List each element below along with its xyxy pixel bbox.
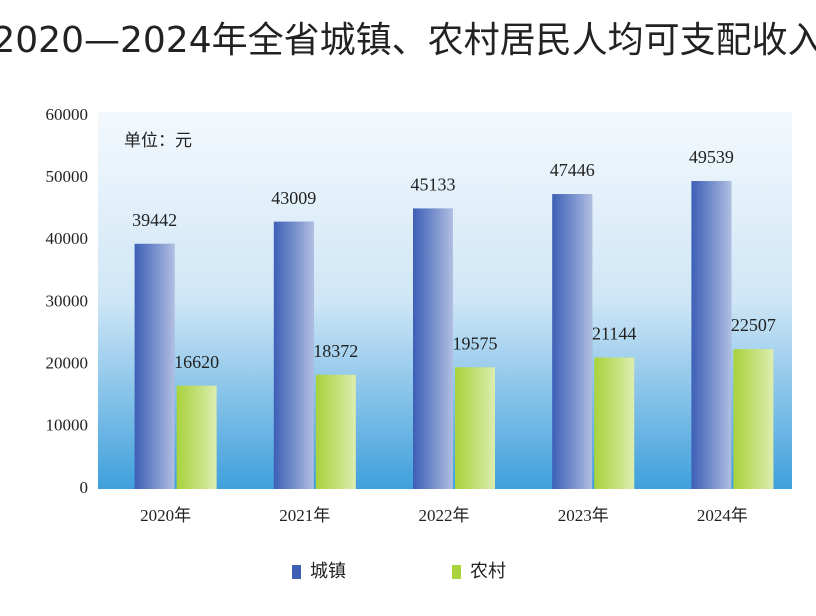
data-label: 43009 (271, 188, 316, 208)
legend-swatch (292, 565, 301, 579)
y-tick-label: 30000 (46, 291, 89, 310)
y-tick-label: 0 (80, 478, 89, 497)
y-tick-label: 50000 (46, 167, 89, 186)
bar-shine (176, 385, 217, 489)
x-tick-label: 2022年 (419, 506, 470, 525)
data-label: 19575 (453, 333, 498, 353)
data-label: 22507 (731, 315, 776, 335)
unit-annotation: 单位：元 (124, 131, 192, 150)
data-label: 45133 (411, 175, 456, 195)
bar-shine (552, 194, 593, 489)
data-label: 21144 (592, 324, 636, 344)
bar-shine (315, 374, 356, 489)
legend-label: 农村 (470, 561, 506, 581)
x-tick-label: 2023年 (558, 506, 609, 525)
x-tick-label: 2024年 (697, 506, 748, 525)
bar-shine (594, 357, 635, 489)
legend-swatch (452, 565, 461, 579)
data-label: 18372 (313, 341, 358, 361)
y-tick-label: 10000 (46, 416, 89, 435)
data-label: 49539 (689, 147, 734, 167)
x-tick-label: 2020年 (140, 506, 191, 525)
bar-shine (691, 181, 732, 490)
bar-shine (413, 208, 453, 489)
data-label: 39442 (132, 210, 177, 230)
bar-shine (733, 349, 774, 489)
data-label: 16620 (174, 352, 219, 372)
data-label: 47446 (550, 160, 595, 180)
y-tick-label: 20000 (46, 354, 89, 373)
y-tick-label: 60000 (46, 105, 89, 124)
chart-title: 2020—2024年全省城镇、农村居民人均可支配收入 (0, 20, 816, 61)
legend-label: 城镇 (310, 561, 346, 581)
bar-shine (273, 221, 314, 489)
bar-shine (134, 243, 175, 489)
bar-shine (455, 367, 495, 489)
y-tick-label: 40000 (46, 229, 89, 248)
x-tick-label: 2021年 (279, 506, 330, 525)
